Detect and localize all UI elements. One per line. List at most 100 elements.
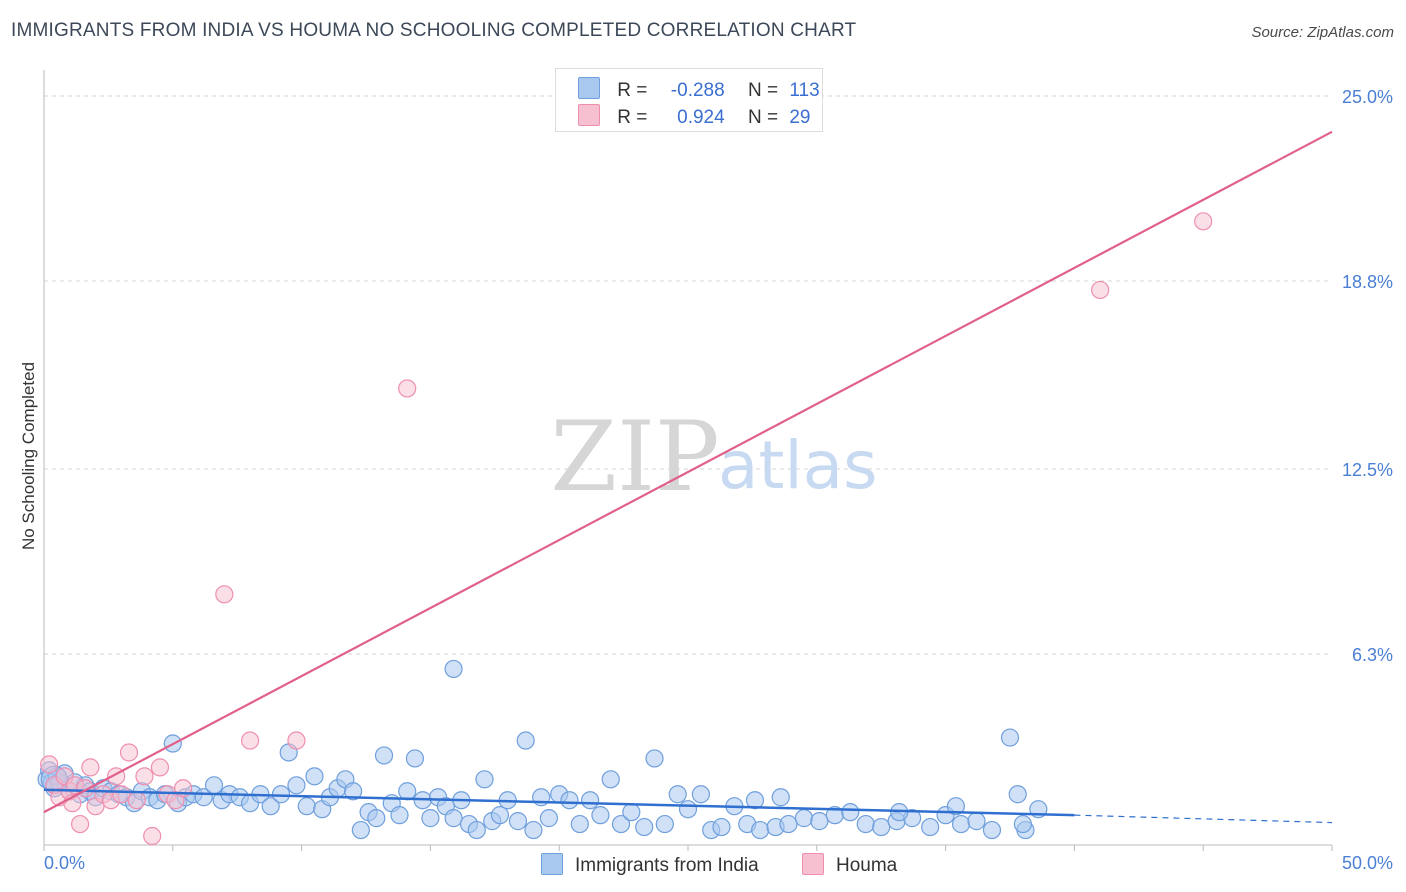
legend-r-value: 0.924 — [677, 107, 725, 128]
bottom-legend-india: Immigrants from India — [541, 853, 759, 877]
data-point-india — [622, 803, 641, 822]
data-point-india — [508, 812, 528, 831]
legend-swatch-houma — [802, 853, 824, 875]
x-tick-label: 0.0% — [44, 853, 85, 873]
legend-r-value: -0.288 — [670, 80, 725, 101]
data-point-houma — [287, 731, 306, 750]
data-point-houma — [240, 731, 260, 750]
tick-labels: 6.3% 12.5% 18.8% 25.0% 0.0% 50.0% — [44, 87, 1393, 873]
data-point-houma — [1194, 212, 1213, 231]
data-point-india — [645, 749, 664, 768]
data-point-india — [374, 746, 394, 765]
legend-row-pink: R = 0.924 N = 29 — [578, 104, 810, 128]
y-tick-label: 6.3% — [1352, 645, 1393, 665]
data-point-india — [921, 817, 940, 837]
data-point-houma — [215, 585, 234, 604]
data-point-india — [1013, 814, 1032, 834]
data-point-houma — [398, 379, 417, 398]
data-point-india — [390, 806, 409, 825]
data-point-india — [297, 797, 316, 816]
trend-line-india-extension — [1074, 814, 1333, 824]
data-point-india — [872, 817, 891, 837]
y-tick-label: 18.8% — [1342, 272, 1393, 292]
data-point-india — [204, 776, 224, 795]
data-point-india — [581, 791, 600, 810]
data-point-india — [712, 817, 731, 837]
data-point-india — [967, 812, 986, 831]
legend-label-india: Immigrants from India — [575, 855, 759, 876]
data-point-houma — [70, 814, 90, 834]
data-point-houma — [1091, 280, 1110, 300]
data-point-houma — [119, 743, 139, 762]
data-point-india — [794, 809, 814, 828]
watermark-zip: ZIP — [550, 401, 719, 513]
data-point-india — [678, 800, 698, 819]
correlation-legend: R = -0.288 N = 113 R = 0.924 N = 29 — [555, 68, 823, 132]
data-point-india — [570, 814, 589, 834]
data-point-india — [982, 820, 1002, 840]
chart-title: IMMIGRANTS FROM INDIA VS HOUMA NO SCHOOL… — [11, 20, 857, 41]
data-point-india — [591, 806, 610, 825]
data-point-houma — [81, 758, 100, 777]
watermark-atlas: atlas — [718, 427, 878, 504]
data-point-india — [344, 782, 363, 801]
data-point-india — [351, 820, 370, 840]
axes — [43, 70, 1333, 851]
data-point-india — [856, 814, 875, 834]
trend-line-houma — [43, 130, 1333, 814]
watermark: ZIP atlas — [550, 401, 877, 513]
data-point-houma — [143, 826, 162, 846]
legend-r-label: R = — [617, 107, 648, 128]
data-point-india — [560, 791, 579, 810]
data-point-india — [467, 820, 486, 840]
data-point-india — [367, 809, 386, 828]
data-point-india — [601, 770, 620, 789]
data-point-india — [524, 820, 543, 840]
y-tick-label: 25.0% — [1342, 87, 1393, 107]
data-point-india — [1008, 785, 1027, 804]
data-point-houma — [127, 791, 146, 810]
data-point-india — [405, 749, 425, 768]
data-point-india — [655, 814, 674, 834]
series-houma — [40, 212, 1213, 846]
data-point-india — [444, 809, 463, 828]
data-point-india — [516, 731, 535, 750]
data-point-india — [771, 788, 790, 807]
legend-swatch-india — [541, 853, 563, 875]
data-point-india — [779, 814, 798, 834]
legend-n-value: 113 — [789, 80, 820, 101]
data-point-india — [668, 785, 687, 804]
data-point-india — [261, 797, 280, 816]
grid-lines — [44, 95, 1332, 655]
data-point-india — [635, 817, 654, 837]
data-point-houma — [40, 755, 59, 774]
source-label: Source: ZipAtlas.com — [1251, 24, 1394, 41]
data-point-india — [751, 820, 770, 840]
data-point-india — [810, 812, 829, 831]
data-point-india — [305, 767, 324, 786]
trend-line-india — [43, 788, 1075, 817]
legend-n-label: N = — [747, 80, 779, 101]
data-point-india — [691, 785, 710, 804]
data-point-houma — [112, 785, 131, 804]
data-point-india — [611, 814, 631, 834]
data-point-india — [539, 809, 558, 828]
data-point-india — [475, 770, 494, 789]
trend-lines — [43, 130, 1333, 824]
data-point-houma — [150, 758, 170, 777]
x-tick-label: 50.0% — [1342, 853, 1393, 873]
legend-n-value: 29 — [789, 107, 811, 128]
data-point-india — [287, 776, 306, 795]
y-axis-label: No Schooling Completed — [19, 362, 38, 550]
data-point-india — [946, 797, 966, 816]
bottom-legend-houma: Houma — [802, 853, 897, 877]
data-point-india — [841, 803, 860, 822]
data-point-india — [398, 782, 417, 801]
legend-label-houma: Houma — [836, 855, 898, 876]
legend-swatch-blue — [578, 77, 600, 99]
legend-swatch-pink — [578, 104, 600, 126]
legend-n-label: N = — [747, 107, 779, 128]
legend-row-blue: R = -0.288 N = 113 — [578, 77, 820, 101]
y-tick-label: 12.5% — [1342, 460, 1393, 480]
